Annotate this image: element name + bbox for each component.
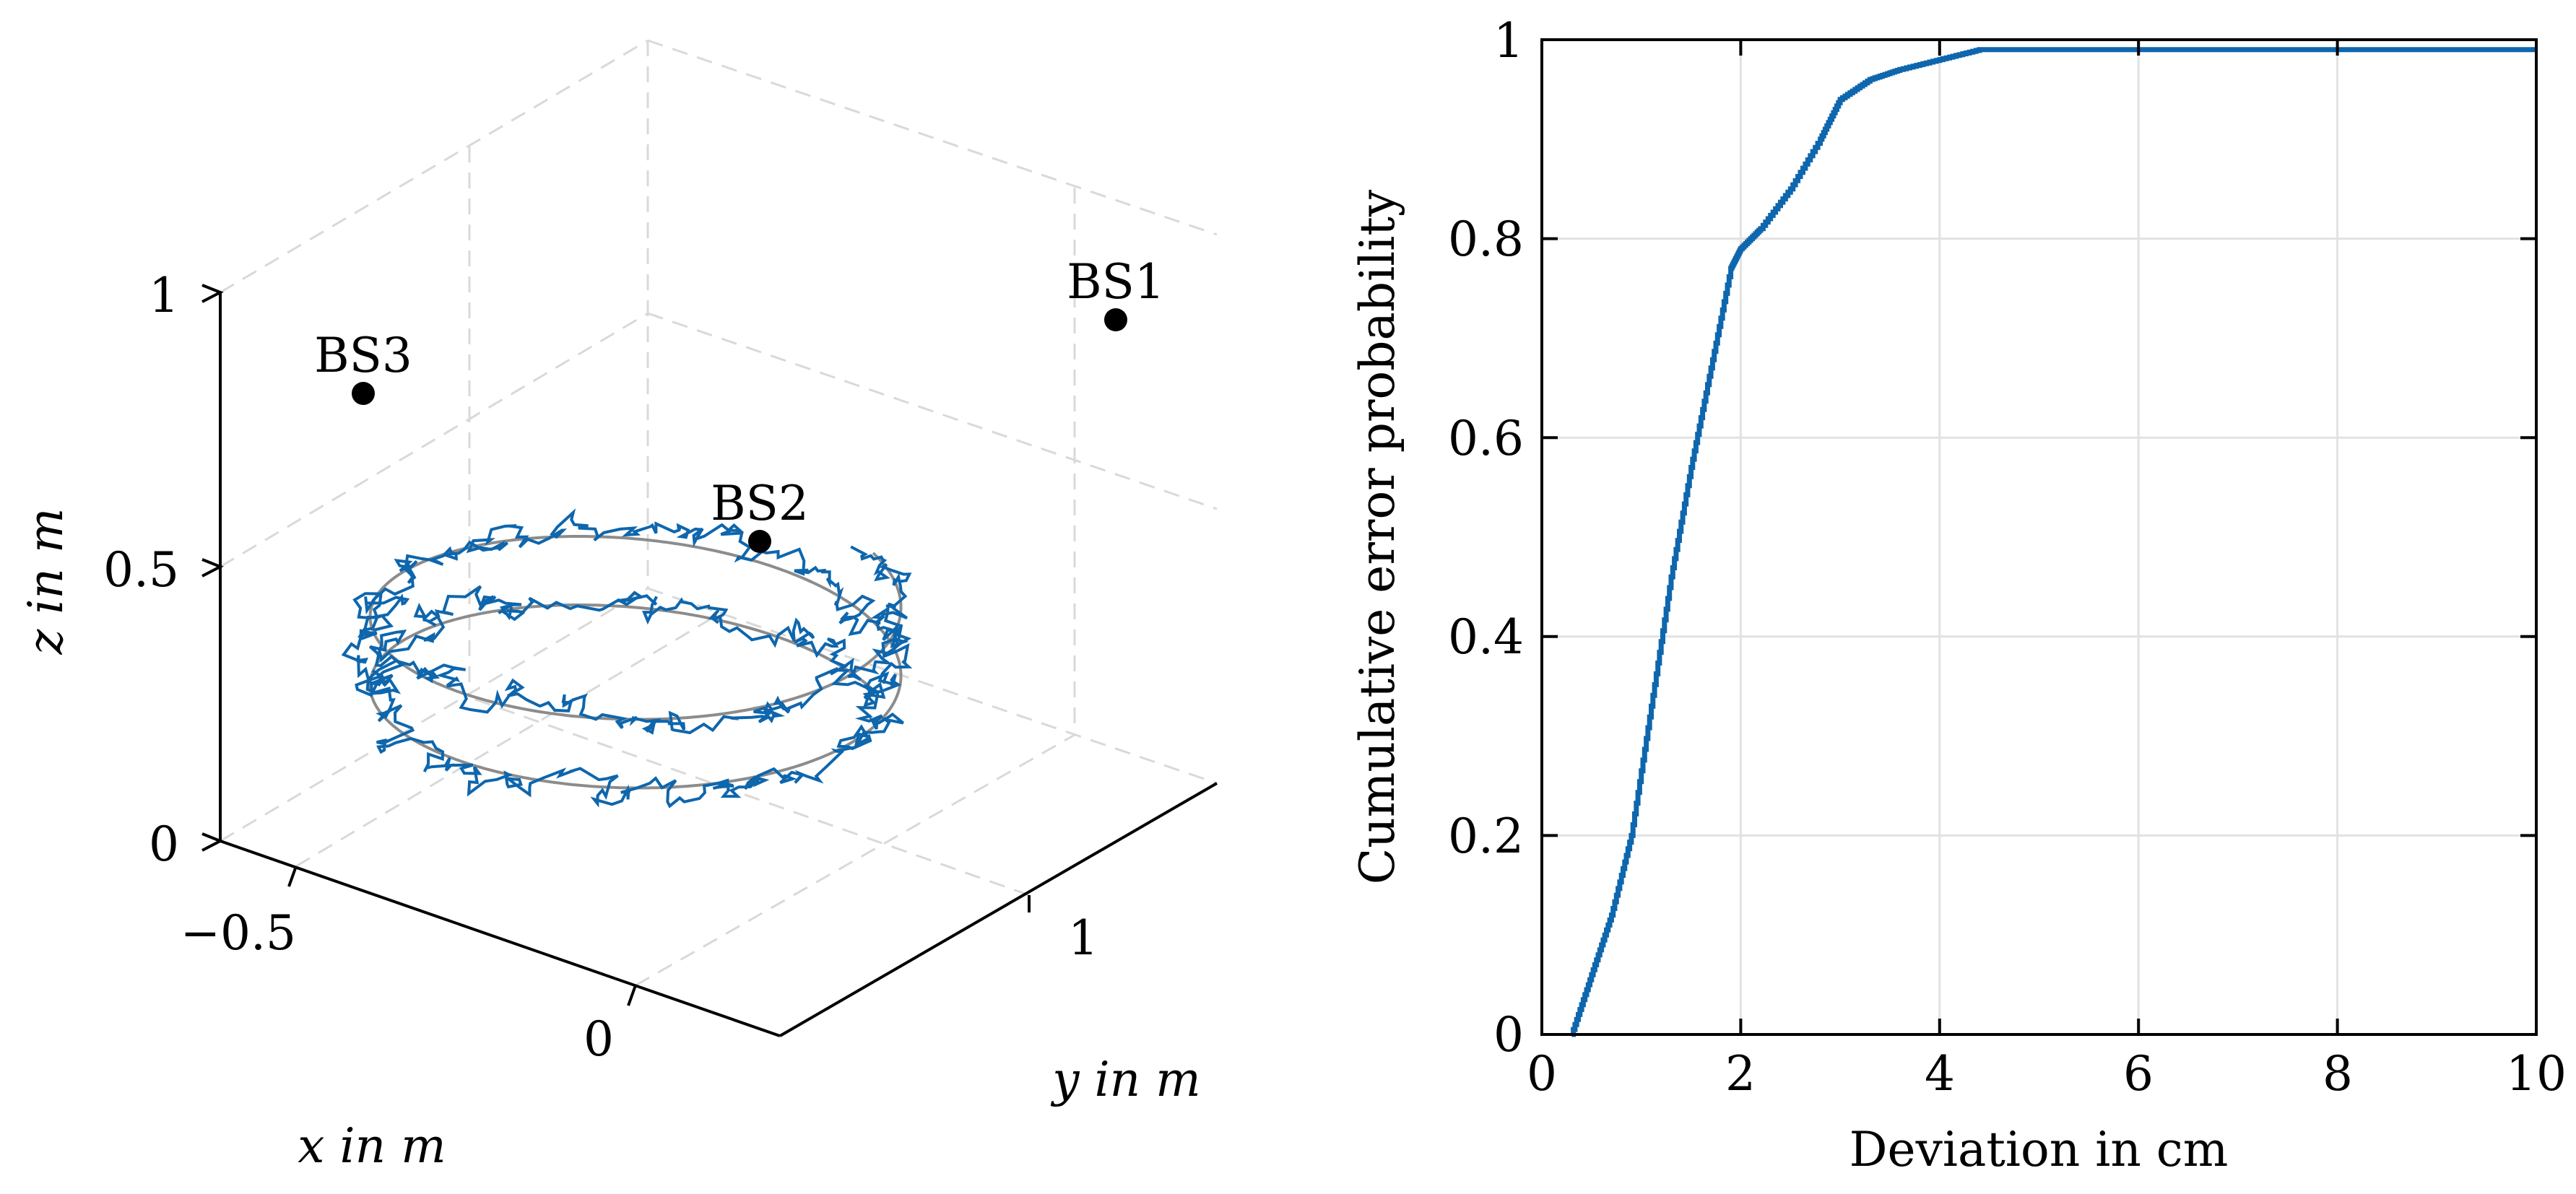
reference-trajectory-line	[368, 535, 903, 790]
x-tick-label: 10	[2506, 1046, 2567, 1102]
y-tick-label: 0.8	[1448, 212, 1524, 267]
plot-frame	[1540, 38, 2538, 1036]
x-tick-mark	[627, 985, 637, 1006]
plot-area	[1542, 40, 2536, 1034]
z-tick-mark	[201, 284, 224, 303]
base-station-marker	[352, 382, 375, 405]
z-tick-mark	[201, 832, 224, 852]
x-tick-label: −0.5	[181, 905, 296, 961]
estimated-trajectory-line	[341, 508, 913, 809]
base-station-label: BS2	[711, 476, 809, 531]
base-station-label: BS3	[314, 328, 412, 383]
base-station-label: BS1	[1067, 254, 1165, 310]
plot-cdf: 0 2 4 6 8 10 0 0.2 0.4 0.6 0.8 1 Deviati…	[1350, 13, 2567, 1177]
x-tick-label: 0	[584, 1011, 614, 1067]
x-axis-line	[220, 840, 781, 1037]
z-tick-label: 0	[149, 816, 179, 872]
z-axis-label: z in m	[18, 508, 74, 655]
x-tick-label: 0	[1527, 1046, 1557, 1102]
y-axis-line	[779, 782, 1218, 1037]
y-tick-label: 0	[1493, 1007, 1524, 1063]
y-tick-labels: 0 0.2 0.4 0.6 0.8 1	[1448, 13, 1524, 1063]
x-tick-labels: 0 2 4 6 8 10	[1527, 1046, 2567, 1102]
x-tick-mark	[287, 866, 298, 887]
grid-line	[220, 587, 649, 842]
y-axis-label: y in m	[1050, 1052, 1200, 1107]
grid-line	[647, 587, 1218, 785]
y-tick-labels: 1	[1068, 910, 1098, 966]
x-tick-label: 6	[2123, 1046, 2154, 1102]
z-tick-label: 1	[149, 268, 179, 323]
x-axis-label: Deviation in cm	[1849, 1122, 2229, 1177]
grid-line	[220, 39, 649, 294]
y-tick-label: 0.6	[1448, 411, 1524, 466]
z-tick-label: 0.5	[103, 542, 179, 598]
trajectories	[341, 508, 913, 809]
axes-3d	[201, 284, 1218, 1037]
y-tick-label: 0.4	[1448, 609, 1524, 665]
y-tick-label: 1	[1493, 13, 1524, 69]
z-tick-labels: 1 0.5 0	[103, 268, 179, 872]
grid-line	[647, 39, 1218, 236]
base-station-marker	[1104, 308, 1127, 331]
y-axis-label: Cumulative error probability	[1350, 189, 1405, 884]
z-tick-mark	[201, 558, 224, 578]
grid-line	[295, 611, 723, 868]
cdf-series-line	[1571, 47, 2536, 1037]
grid-3d	[220, 39, 1218, 987]
ticks	[1540, 38, 2538, 1036]
base-station-marker	[748, 530, 771, 553]
y-tick-label: 1	[1068, 910, 1098, 966]
x-tick-labels: −0.5 0	[181, 905, 614, 1067]
x-axis-label: x in m	[298, 1118, 446, 1174]
plot-3d: BS1 BS2 BS3 1 0.5 0 −0.5 0 1 x in m y in m…	[18, 39, 1218, 1174]
base-stations: BS1 BS2 BS3	[314, 254, 1165, 553]
grid-line	[635, 733, 1075, 987]
grid-line	[220, 312, 649, 568]
grid-line	[647, 312, 1218, 510]
x-tick-label: 8	[2323, 1046, 2353, 1102]
x-tick-label: 4	[1925, 1046, 1955, 1102]
grid-line	[469, 696, 1030, 897]
x-tick-label: 2	[1725, 1046, 1756, 1102]
y-tick-label: 0.2	[1448, 809, 1524, 864]
